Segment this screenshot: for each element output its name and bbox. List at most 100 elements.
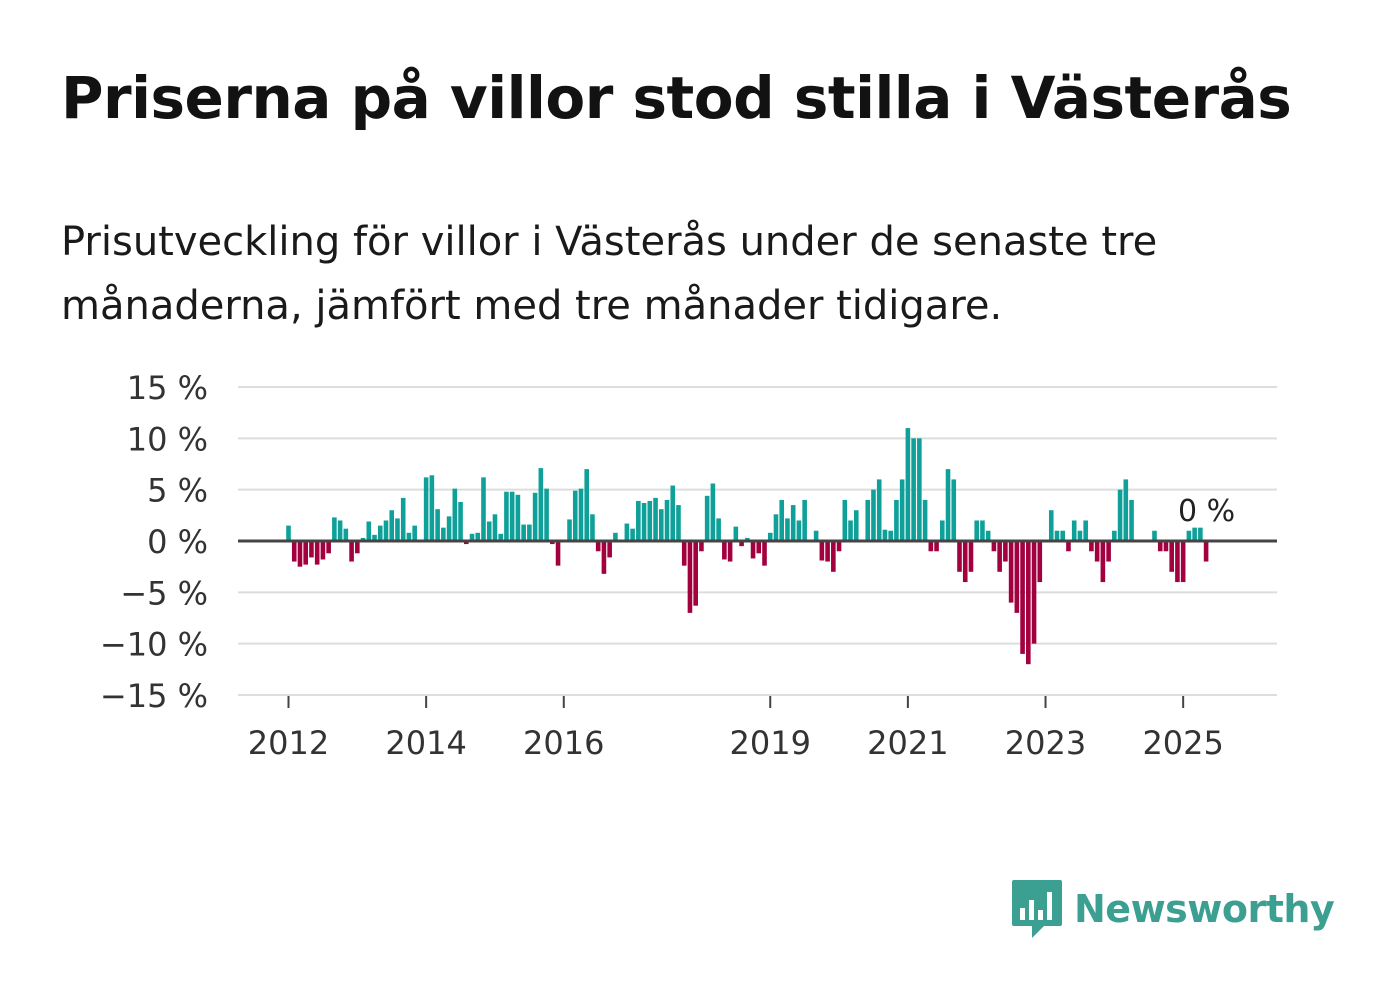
bar xyxy=(951,479,957,541)
bar xyxy=(572,490,578,541)
bar xyxy=(607,541,612,558)
x-tick-label: 2025 xyxy=(1142,724,1223,762)
bar xyxy=(636,500,641,541)
bar xyxy=(727,541,733,562)
bar xyxy=(303,541,308,565)
bar xyxy=(1186,530,1192,541)
bar xyxy=(739,541,744,547)
bar xyxy=(1094,541,1100,562)
bar xyxy=(1054,530,1060,541)
bar xyxy=(326,541,331,554)
bar xyxy=(704,495,710,541)
bar xyxy=(400,497,406,541)
y-tick-label: 5 % xyxy=(147,472,208,510)
bar xyxy=(1048,510,1054,541)
bar xyxy=(291,541,297,562)
bar xyxy=(286,525,291,541)
bar xyxy=(1037,541,1043,583)
bar xyxy=(521,524,526,541)
bar xyxy=(1157,541,1163,552)
labels: 15 % 10 % 5 % 0 % −5 % −10 % −15 % 2012 2014 2016… xyxy=(100,369,1235,762)
bar xyxy=(1020,541,1025,654)
bar xyxy=(504,491,509,541)
bar xyxy=(544,488,549,541)
y-tick-label: −10 % xyxy=(100,626,208,664)
bar xyxy=(848,520,853,541)
bar xyxy=(492,514,498,541)
bar xyxy=(1066,541,1071,552)
bar xyxy=(601,541,607,574)
bar xyxy=(687,541,693,613)
x-tick-label: 2021 xyxy=(867,724,948,762)
bar xyxy=(515,494,521,541)
bar xyxy=(463,541,469,545)
end-value-label: 0 % xyxy=(1178,494,1235,529)
bar xyxy=(1192,527,1197,541)
chart-title: Priserna på villor stod stilla i Västerå… xyxy=(61,64,1292,132)
bar xyxy=(332,517,337,541)
x-tick-label: 2016 xyxy=(523,724,604,762)
y-tick-label: −5 % xyxy=(120,574,208,612)
bar xyxy=(1026,541,1031,665)
bar xyxy=(934,541,939,552)
bar xyxy=(997,541,1002,572)
bar xyxy=(882,529,888,541)
brand-name: Newsworthy xyxy=(1074,887,1335,931)
bar xyxy=(641,503,647,541)
bar xyxy=(429,475,435,541)
bar xyxy=(366,521,372,541)
bar xyxy=(1169,541,1174,572)
bar xyxy=(658,509,664,541)
bar xyxy=(664,499,670,541)
bar xyxy=(790,505,796,541)
bar xyxy=(888,530,893,541)
bar xyxy=(905,428,911,541)
bar xyxy=(435,509,440,541)
bar xyxy=(836,541,842,552)
y-tick-label: 10 % xyxy=(127,420,208,458)
y-tick-label: 0 % xyxy=(147,523,208,561)
bar xyxy=(1106,541,1111,562)
bar xyxy=(349,541,354,562)
bar xyxy=(1129,499,1134,541)
bar-chart: 15 % 10 % 5 % 0 % −5 % −10 % −15 % 2012 2014 2016… xyxy=(100,369,1277,762)
bar xyxy=(756,541,762,554)
bar xyxy=(968,541,974,572)
bar xyxy=(1198,527,1203,541)
bar xyxy=(527,524,532,541)
bar xyxy=(917,438,922,541)
bar xyxy=(911,438,916,541)
bar xyxy=(1112,530,1117,541)
bar xyxy=(481,477,486,541)
y-tick-label: 15 % xyxy=(127,369,208,407)
bar xyxy=(957,541,962,572)
bar xyxy=(452,488,458,541)
bar xyxy=(630,528,635,541)
bar xyxy=(567,519,572,541)
bar xyxy=(974,520,979,541)
grid-lines xyxy=(238,386,1277,696)
bar xyxy=(383,520,389,541)
bar xyxy=(647,500,653,541)
bar xyxy=(423,477,429,541)
bar xyxy=(894,499,899,541)
bar xyxy=(320,541,326,560)
bar xyxy=(1060,530,1066,541)
bar xyxy=(1175,541,1180,583)
bar xyxy=(1071,520,1077,541)
bar xyxy=(475,532,481,541)
bar xyxy=(876,479,882,541)
bar xyxy=(1203,541,1209,562)
bar xyxy=(693,541,698,606)
bar xyxy=(733,526,739,541)
newsworthy-logo-icon xyxy=(1012,880,1062,938)
x-tick-label: 2019 xyxy=(730,724,811,762)
bar xyxy=(1152,530,1157,541)
bar xyxy=(1014,541,1020,613)
bar xyxy=(1083,520,1088,541)
bar xyxy=(813,530,819,541)
bar xyxy=(613,532,618,541)
bar xyxy=(922,499,928,541)
bar xyxy=(355,541,360,554)
bar xyxy=(1077,530,1083,541)
